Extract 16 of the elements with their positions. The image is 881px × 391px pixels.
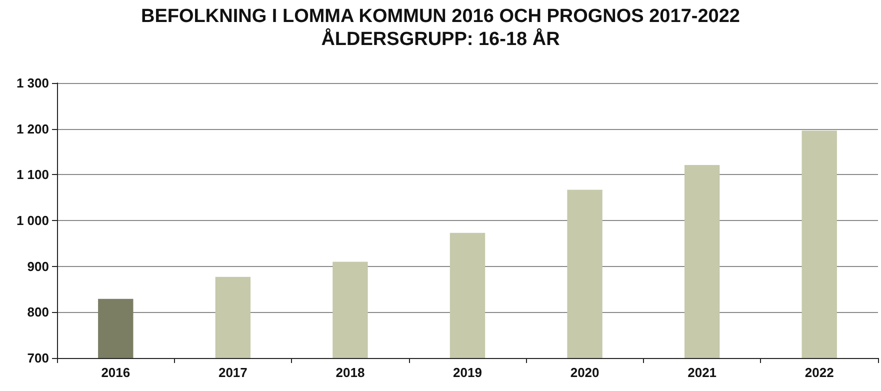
y-tick-label: 900 xyxy=(27,258,49,274)
chart-subtitle: ÅLDERSGRUPP: 16-18 ÅR xyxy=(321,28,560,50)
x-tick-label: 2021 xyxy=(688,365,717,380)
y-tick-label: 1 300 xyxy=(16,76,49,90)
x-tick-label: 2018 xyxy=(336,365,365,380)
y-tick-label: 1 100 xyxy=(16,167,49,182)
y-tick-label: 1 000 xyxy=(16,213,49,228)
x-tick-label: 2017 xyxy=(218,365,248,380)
x-tick-label: 2020 xyxy=(570,365,600,380)
y-tick-label: 1 200 xyxy=(16,121,49,136)
x-tick-label: 2019 xyxy=(453,365,482,380)
x-tick-label: 2016 xyxy=(101,365,130,380)
chart-title: BEFOLKNING I LOMMA KOMMUN 2016 OCH PROGNOS 2017-2022 xyxy=(141,6,740,27)
y-tick-label: 700 xyxy=(27,350,49,366)
y-tick-label: 800 xyxy=(27,304,49,320)
x-tick-label: 2022 xyxy=(804,365,834,380)
